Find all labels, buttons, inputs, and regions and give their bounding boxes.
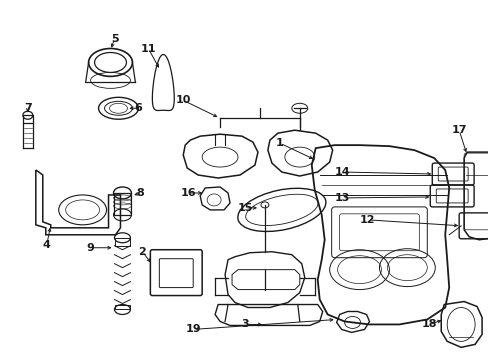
Text: 19: 19 bbox=[185, 324, 201, 334]
Text: 8: 8 bbox=[136, 188, 144, 198]
Text: 12: 12 bbox=[359, 215, 374, 225]
Bar bbox=[23, 115, 33, 123]
Text: 18: 18 bbox=[421, 319, 436, 329]
Text: 9: 9 bbox=[86, 243, 94, 253]
Bar bbox=[113, 193, 131, 215]
Text: 14: 14 bbox=[334, 167, 350, 177]
Text: 13: 13 bbox=[334, 193, 349, 203]
Text: 6: 6 bbox=[134, 103, 142, 113]
Text: 17: 17 bbox=[450, 125, 466, 135]
Text: 4: 4 bbox=[43, 240, 51, 250]
Text: 7: 7 bbox=[24, 103, 32, 113]
Text: 10: 10 bbox=[175, 95, 190, 105]
Text: 3: 3 bbox=[241, 319, 248, 329]
Text: 15: 15 bbox=[237, 203, 252, 213]
Text: 11: 11 bbox=[141, 44, 156, 54]
Bar bbox=[114, 238, 130, 246]
Text: 2: 2 bbox=[138, 247, 146, 257]
Text: 16: 16 bbox=[180, 188, 196, 198]
Text: 5: 5 bbox=[110, 33, 118, 44]
Bar bbox=[114, 305, 130, 310]
Text: 1: 1 bbox=[275, 138, 283, 148]
